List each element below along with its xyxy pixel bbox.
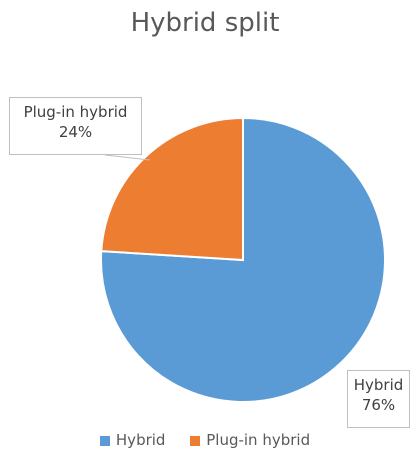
legend-item-plug-in-hybrid: Plug-in hybrid xyxy=(190,431,310,449)
data-label-hybrid-category: Hybrid xyxy=(353,376,404,394)
chart-title: Hybrid split xyxy=(130,8,280,38)
pie-slice-plug-in-hybrid xyxy=(100,116,244,262)
legend: Hybrid Plug-in hybrid xyxy=(0,431,410,449)
data-label-plug-in-hybrid: Plug-in hybrid 24% xyxy=(9,97,142,155)
legend-swatch-plug-in-hybrid xyxy=(190,435,201,446)
data-label-hybrid-value: 76% xyxy=(361,396,396,414)
legend-label-plug-in-hybrid: Plug-in hybrid xyxy=(206,431,311,449)
data-label-plug-in-hybrid-category: Plug-in hybrid xyxy=(23,103,128,121)
leader-line-plug-in-hybrid xyxy=(104,154,151,161)
legend-swatch-hybrid xyxy=(99,435,110,446)
legend-label-hybrid: Hybrid xyxy=(115,431,166,449)
pie-slice-hybrid xyxy=(100,116,386,403)
legend-item-hybrid: Hybrid xyxy=(99,431,166,449)
data-label-hybrid: Hybrid 76% xyxy=(347,370,410,428)
data-label-plug-in-hybrid-value: 24% xyxy=(58,123,93,141)
